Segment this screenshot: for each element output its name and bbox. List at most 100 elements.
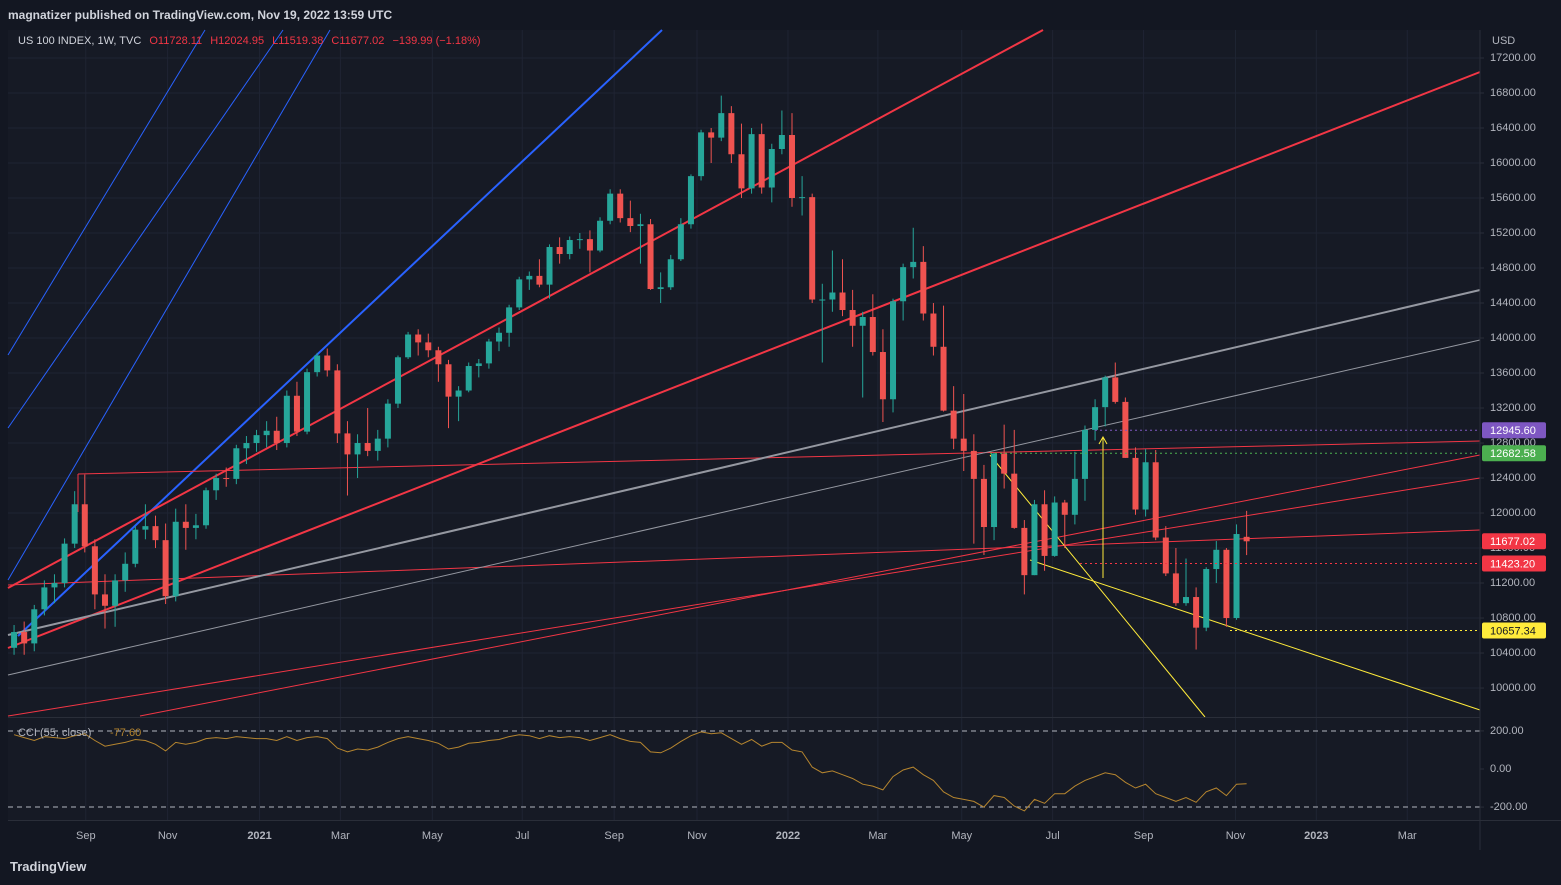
candle-body xyxy=(930,313,937,347)
candle-body xyxy=(960,438,967,451)
candle-body xyxy=(1051,502,1058,556)
candle-body xyxy=(304,372,311,432)
x-tick-label: Mar xyxy=(331,830,350,842)
y-tick-label: 10000.00 xyxy=(1490,682,1536,694)
candle-body xyxy=(293,395,300,432)
candle-body xyxy=(354,443,361,455)
candle-body xyxy=(576,239,583,241)
candle-body xyxy=(849,310,856,326)
y-tick-label: -200.00 xyxy=(1490,801,1527,813)
candle-body xyxy=(546,247,553,285)
candle-body xyxy=(1233,534,1240,619)
candle-body xyxy=(273,430,280,444)
x-tick-label: Nov xyxy=(1226,830,1246,842)
candle-body xyxy=(334,370,341,434)
candle-body xyxy=(132,529,139,564)
candle-body xyxy=(748,134,755,189)
candle-body xyxy=(617,193,624,219)
candle-body xyxy=(162,540,169,597)
candle-body xyxy=(728,113,735,155)
candle-body xyxy=(51,583,58,588)
candle-body xyxy=(324,355,331,371)
candle-body xyxy=(1092,407,1099,430)
candle-body xyxy=(283,395,290,444)
y-tick-label: 12000.00 xyxy=(1490,507,1536,519)
arrow-head xyxy=(1098,435,1108,445)
y-tick-label: 0.00 xyxy=(1490,763,1511,775)
high: H12024.95 xyxy=(210,35,265,47)
open: O11728.11 xyxy=(149,35,203,47)
candle-body xyxy=(91,546,98,595)
trend-line xyxy=(7,477,1481,717)
brand: TradingView xyxy=(10,859,87,874)
publisher: magnatizer published on TradingView.com,… xyxy=(8,8,393,22)
candle-body xyxy=(425,342,432,351)
candle-body xyxy=(920,261,927,314)
candle-body xyxy=(112,580,119,606)
candle-body xyxy=(1152,462,1159,538)
candle-body xyxy=(465,366,472,391)
candle-body xyxy=(31,609,38,644)
candle-body xyxy=(667,259,674,288)
y-tick-label: 16800.00 xyxy=(1490,87,1536,99)
candle-body xyxy=(122,563,129,581)
candle-body xyxy=(708,132,715,138)
price-label-box xyxy=(1482,555,1546,572)
candle-body xyxy=(829,292,836,300)
candle-body xyxy=(182,521,189,528)
candle-body xyxy=(657,287,664,290)
candle-body xyxy=(21,632,28,644)
candle-body xyxy=(778,135,785,150)
candle-body xyxy=(940,346,947,411)
x-tick-label: Sep xyxy=(76,830,96,842)
candle-body xyxy=(1031,504,1038,576)
price-label: 12682.58 xyxy=(1490,448,1536,460)
plot-area xyxy=(8,30,1480,820)
candle-body xyxy=(597,220,604,251)
price-label-box xyxy=(1482,445,1546,462)
candle-body xyxy=(253,435,260,444)
fan-line xyxy=(7,29,206,356)
candle-body xyxy=(445,364,452,397)
y-tick-label: 16400.00 xyxy=(1490,122,1536,134)
x-tick-label: Sep xyxy=(1134,830,1154,842)
y-tick-label: 13200.00 xyxy=(1490,402,1536,414)
y-tick-label: 14400.00 xyxy=(1490,297,1536,309)
candle-body xyxy=(647,224,654,290)
trend-line xyxy=(7,71,1481,649)
candle-body xyxy=(1081,429,1088,479)
candle-body xyxy=(526,275,533,280)
candle-body xyxy=(1213,549,1220,570)
candle-body xyxy=(839,292,846,311)
y-tick-label: 10400.00 xyxy=(1490,647,1536,659)
candle-body xyxy=(1223,549,1230,619)
candle-body xyxy=(1193,597,1200,628)
candle-body xyxy=(172,521,179,597)
candle-body xyxy=(1162,537,1169,574)
indicator-line xyxy=(13,731,1247,812)
price-label: 10657.34 xyxy=(1490,625,1536,637)
y-tick-label: 12400.00 xyxy=(1490,472,1536,484)
change: −139.99 (−1.18%) xyxy=(392,35,481,47)
candle-body xyxy=(566,240,573,255)
candle-body xyxy=(142,526,149,530)
candle-body xyxy=(11,632,18,648)
price-label-box xyxy=(1482,533,1546,550)
price-label: 11677.02 xyxy=(1490,536,1535,548)
y-tick-label: 15200.00 xyxy=(1490,227,1536,239)
trend-line xyxy=(139,454,1481,717)
candle-body xyxy=(1203,569,1210,628)
candle-body xyxy=(101,594,108,606)
trend-line xyxy=(7,289,1481,636)
candle-body xyxy=(415,334,422,343)
candle-body xyxy=(950,410,957,439)
candle-body xyxy=(1243,536,1250,542)
candle-body xyxy=(910,261,917,268)
y-tick-label: 200.00 xyxy=(1490,725,1524,737)
candle-body xyxy=(203,490,210,526)
candle-body xyxy=(607,193,614,221)
candle-body xyxy=(152,526,159,541)
candle-body xyxy=(263,430,270,436)
